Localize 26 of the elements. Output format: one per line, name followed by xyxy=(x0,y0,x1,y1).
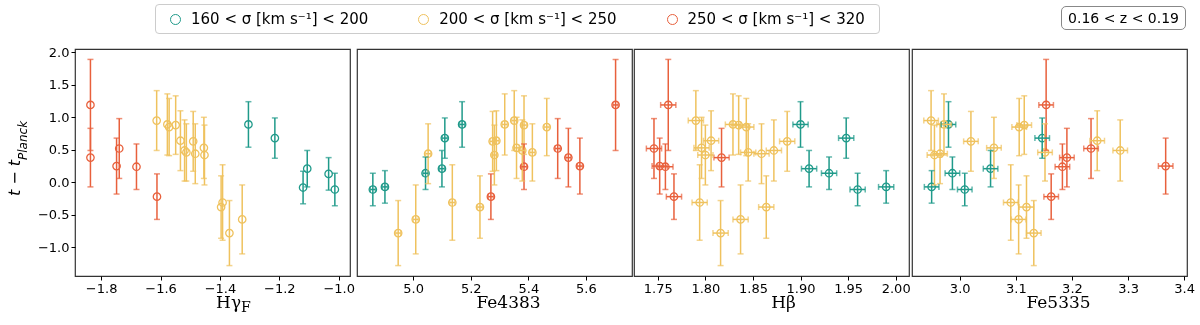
y-tick-label: 2.0 xyxy=(48,44,70,60)
x-tick-label: −1.0 xyxy=(323,280,355,296)
x-tick-label: 3.0 xyxy=(949,280,971,296)
legend-label: 160 < σ [km s⁻¹] < 200 xyxy=(191,10,369,28)
y-tick-label: 1.5 xyxy=(48,77,70,93)
x-tick-label: −1.2 xyxy=(264,280,296,296)
x-tick-label: 1.75 xyxy=(643,280,673,296)
x-tick-label: 2.00 xyxy=(881,280,911,296)
x-tick-label: 1.80 xyxy=(691,280,721,296)
text: 0.16 < z < 0.19 xyxy=(1061,6,1186,30)
legend-label: 200 < σ [km s⁻¹] < 250 xyxy=(439,10,617,28)
legend-label: 250 < σ [km s⁻¹] < 320 xyxy=(687,10,865,28)
y-tick-label: −0.5 xyxy=(37,207,70,223)
x-tick-label: 1.85 xyxy=(738,280,768,296)
x-tick-label: −1.6 xyxy=(145,280,177,296)
x-tick-label: −1.8 xyxy=(85,280,118,296)
y-tick-label: 0.5 xyxy=(48,142,70,158)
y-tick-label: 0.0 xyxy=(48,174,70,190)
x-tick-label: 3.3 xyxy=(1118,280,1139,296)
x-tick-label: 3.1 xyxy=(1005,280,1027,296)
x-tick-label: 5.0 xyxy=(403,280,424,296)
x-tick-label: 5.6 xyxy=(576,280,597,296)
x-tick-label: 1.95 xyxy=(834,280,864,296)
y-tick-label: −1.0 xyxy=(37,239,70,255)
x-tick-label: 3.4 xyxy=(1174,280,1196,296)
y-tick-label: 1.0 xyxy=(48,109,70,125)
